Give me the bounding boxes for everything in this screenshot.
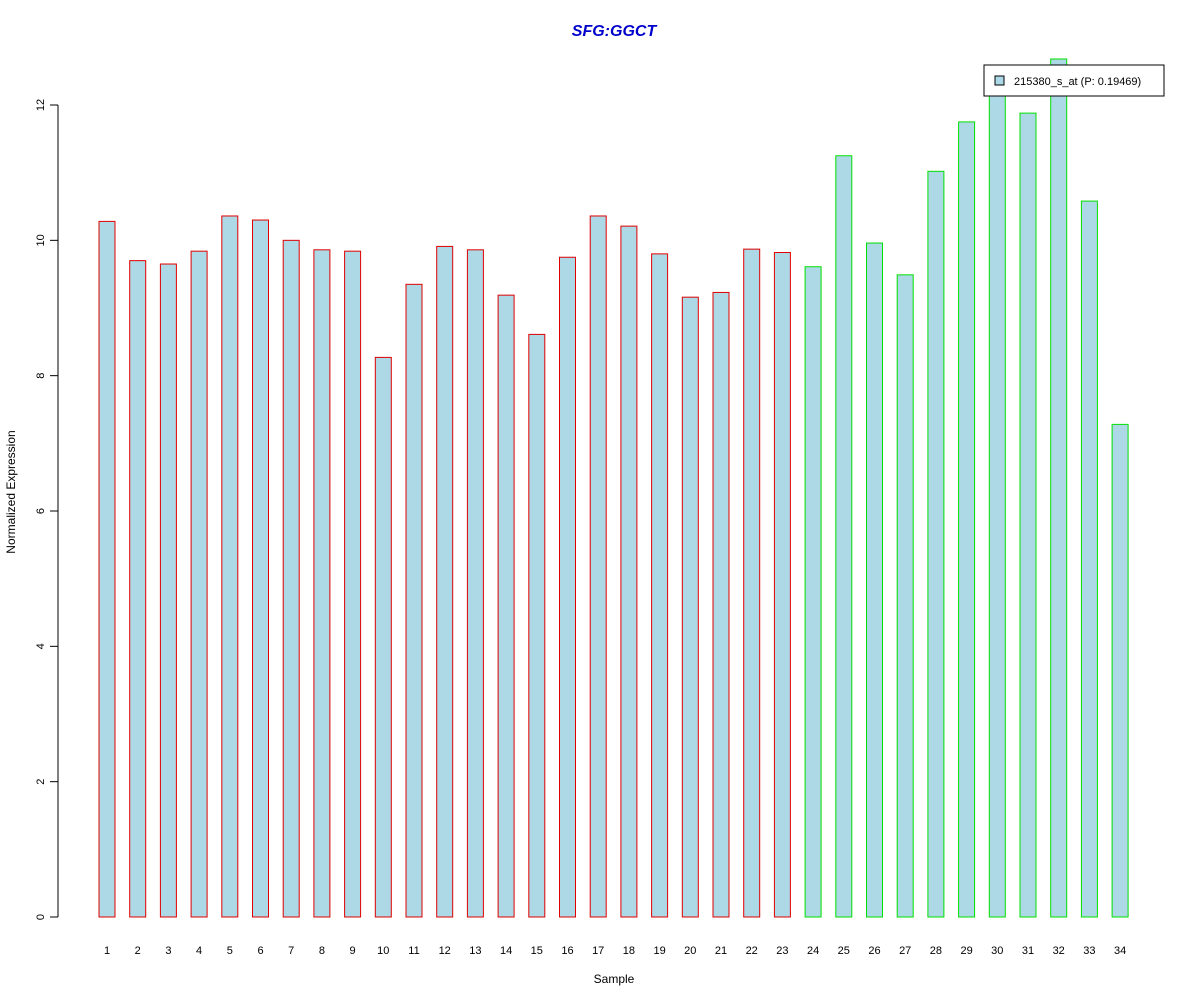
bar-sample-16: [559, 256, 576, 918]
bar-sample-3: [159, 263, 177, 918]
x-tick-label-15: 15: [531, 945, 543, 957]
x-tick-label-8: 8: [319, 945, 325, 957]
x-tick-label-16: 16: [561, 945, 573, 957]
bar-sample-34: [1111, 423, 1129, 918]
x-tick-label-25: 25: [838, 945, 850, 957]
bar-sample-23: [773, 252, 791, 918]
y-tick-label: 4: [35, 643, 47, 649]
bar-sample-15: [528, 333, 546, 918]
bar-sample-11: [405, 283, 423, 918]
bar-sample-2: [129, 260, 147, 918]
bar-sample-7: [282, 239, 300, 918]
x-tick-label-24: 24: [807, 945, 819, 957]
x-tick-label-32: 32: [1053, 945, 1065, 957]
bar-sample-19: [651, 253, 669, 918]
x-tick-label-13: 13: [469, 945, 481, 957]
x-tick-label-2: 2: [135, 945, 141, 957]
x-tick-label-20: 20: [684, 945, 696, 957]
x-tick-label-1: 1: [104, 945, 110, 957]
x-tick-label-10: 10: [377, 945, 389, 957]
bar-sample-28: [927, 170, 945, 918]
x-tick-label-29: 29: [960, 945, 972, 957]
bar-sample-21: [712, 291, 730, 918]
x-tick-label-27: 27: [899, 945, 911, 957]
bar-sample-12: [436, 245, 454, 918]
bar-sample-29: [958, 121, 976, 918]
x-tick-label-34: 34: [1114, 945, 1126, 957]
bar-sample-8: [313, 249, 331, 918]
x-tick-label-17: 17: [592, 945, 604, 957]
x-tick-label-12: 12: [439, 945, 451, 957]
bar-sample-30: [988, 87, 1006, 918]
x-tick-label-28: 28: [930, 945, 942, 957]
bar-sample-32: [1050, 58, 1068, 918]
bar-sample-9: [344, 250, 362, 918]
bar-sample-31: [1019, 112, 1037, 918]
chart-title: SFG:GGCT: [572, 23, 658, 40]
bar-sample-27: [896, 274, 914, 918]
x-tick-label-4: 4: [196, 945, 202, 957]
bar-sample-1: [98, 220, 116, 918]
bar-sample-14: [497, 294, 515, 918]
x-tick-label-30: 30: [991, 945, 1003, 957]
x-tick-label-31: 31: [1022, 945, 1034, 957]
bar-sample-25: [835, 155, 853, 918]
x-tick-label-21: 21: [715, 945, 727, 957]
x-tick-label-9: 9: [350, 945, 356, 957]
bar-sample-10: [374, 356, 392, 918]
x-tick-label-33: 33: [1083, 945, 1095, 957]
x-tick-label-26: 26: [868, 945, 880, 957]
x-axis-label: Sample: [594, 972, 635, 986]
x-tick-label-11: 11: [408, 945, 419, 957]
bar-sample-33: [1080, 200, 1098, 918]
x-tick-label-22: 22: [746, 945, 758, 957]
legend-swatch: [994, 75, 1005, 86]
y-tick-label: 12: [35, 99, 47, 111]
x-tick-label-3: 3: [165, 945, 171, 957]
bar-sample-13: [466, 249, 484, 918]
y-tick-label: 6: [35, 508, 47, 514]
x-tick-label-7: 7: [288, 945, 294, 957]
bar-sample-4: [190, 250, 208, 918]
y-tick-label: 0: [35, 914, 47, 920]
bar-sample-24: [804, 266, 822, 918]
x-tick-label-23: 23: [776, 945, 788, 957]
x-tick-label-6: 6: [257, 945, 263, 957]
bar-sample-18: [620, 225, 638, 918]
y-tick-label: 10: [35, 234, 47, 246]
bar-sample-20: [681, 296, 699, 918]
x-tick-label-19: 19: [653, 945, 665, 957]
bar-sample-22: [743, 248, 761, 918]
legend-box: [983, 64, 1165, 97]
y-tick-label: 2: [35, 779, 47, 785]
bar-sample-6: [252, 219, 269, 918]
bar-sample-17: [589, 215, 607, 918]
x-tick-labels: 1 2 3 4 5 6 7 8 9 10 11 12 13 14 15 16 17 18 19 20 21 22 23 24 2…: [104, 945, 1126, 957]
bars-group: [98, 58, 1129, 918]
x-tick-label-5: 5: [227, 945, 233, 957]
y-axis: 0 2 4 6 8 10 12: [35, 99, 59, 920]
bar-sample-5: [221, 215, 239, 918]
x-tick-label-14: 14: [500, 945, 512, 957]
x-tick-label-18: 18: [623, 945, 635, 957]
legend: 215380_s_at (P: 0.19469): [983, 64, 1165, 97]
y-axis-label: Normalized Expression: [4, 430, 18, 553]
y-tick-label: 8: [35, 373, 47, 379]
legend-label: 215380_s_at (P: 0.19469): [1014, 76, 1141, 88]
bar-sample-26: [866, 242, 883, 918]
